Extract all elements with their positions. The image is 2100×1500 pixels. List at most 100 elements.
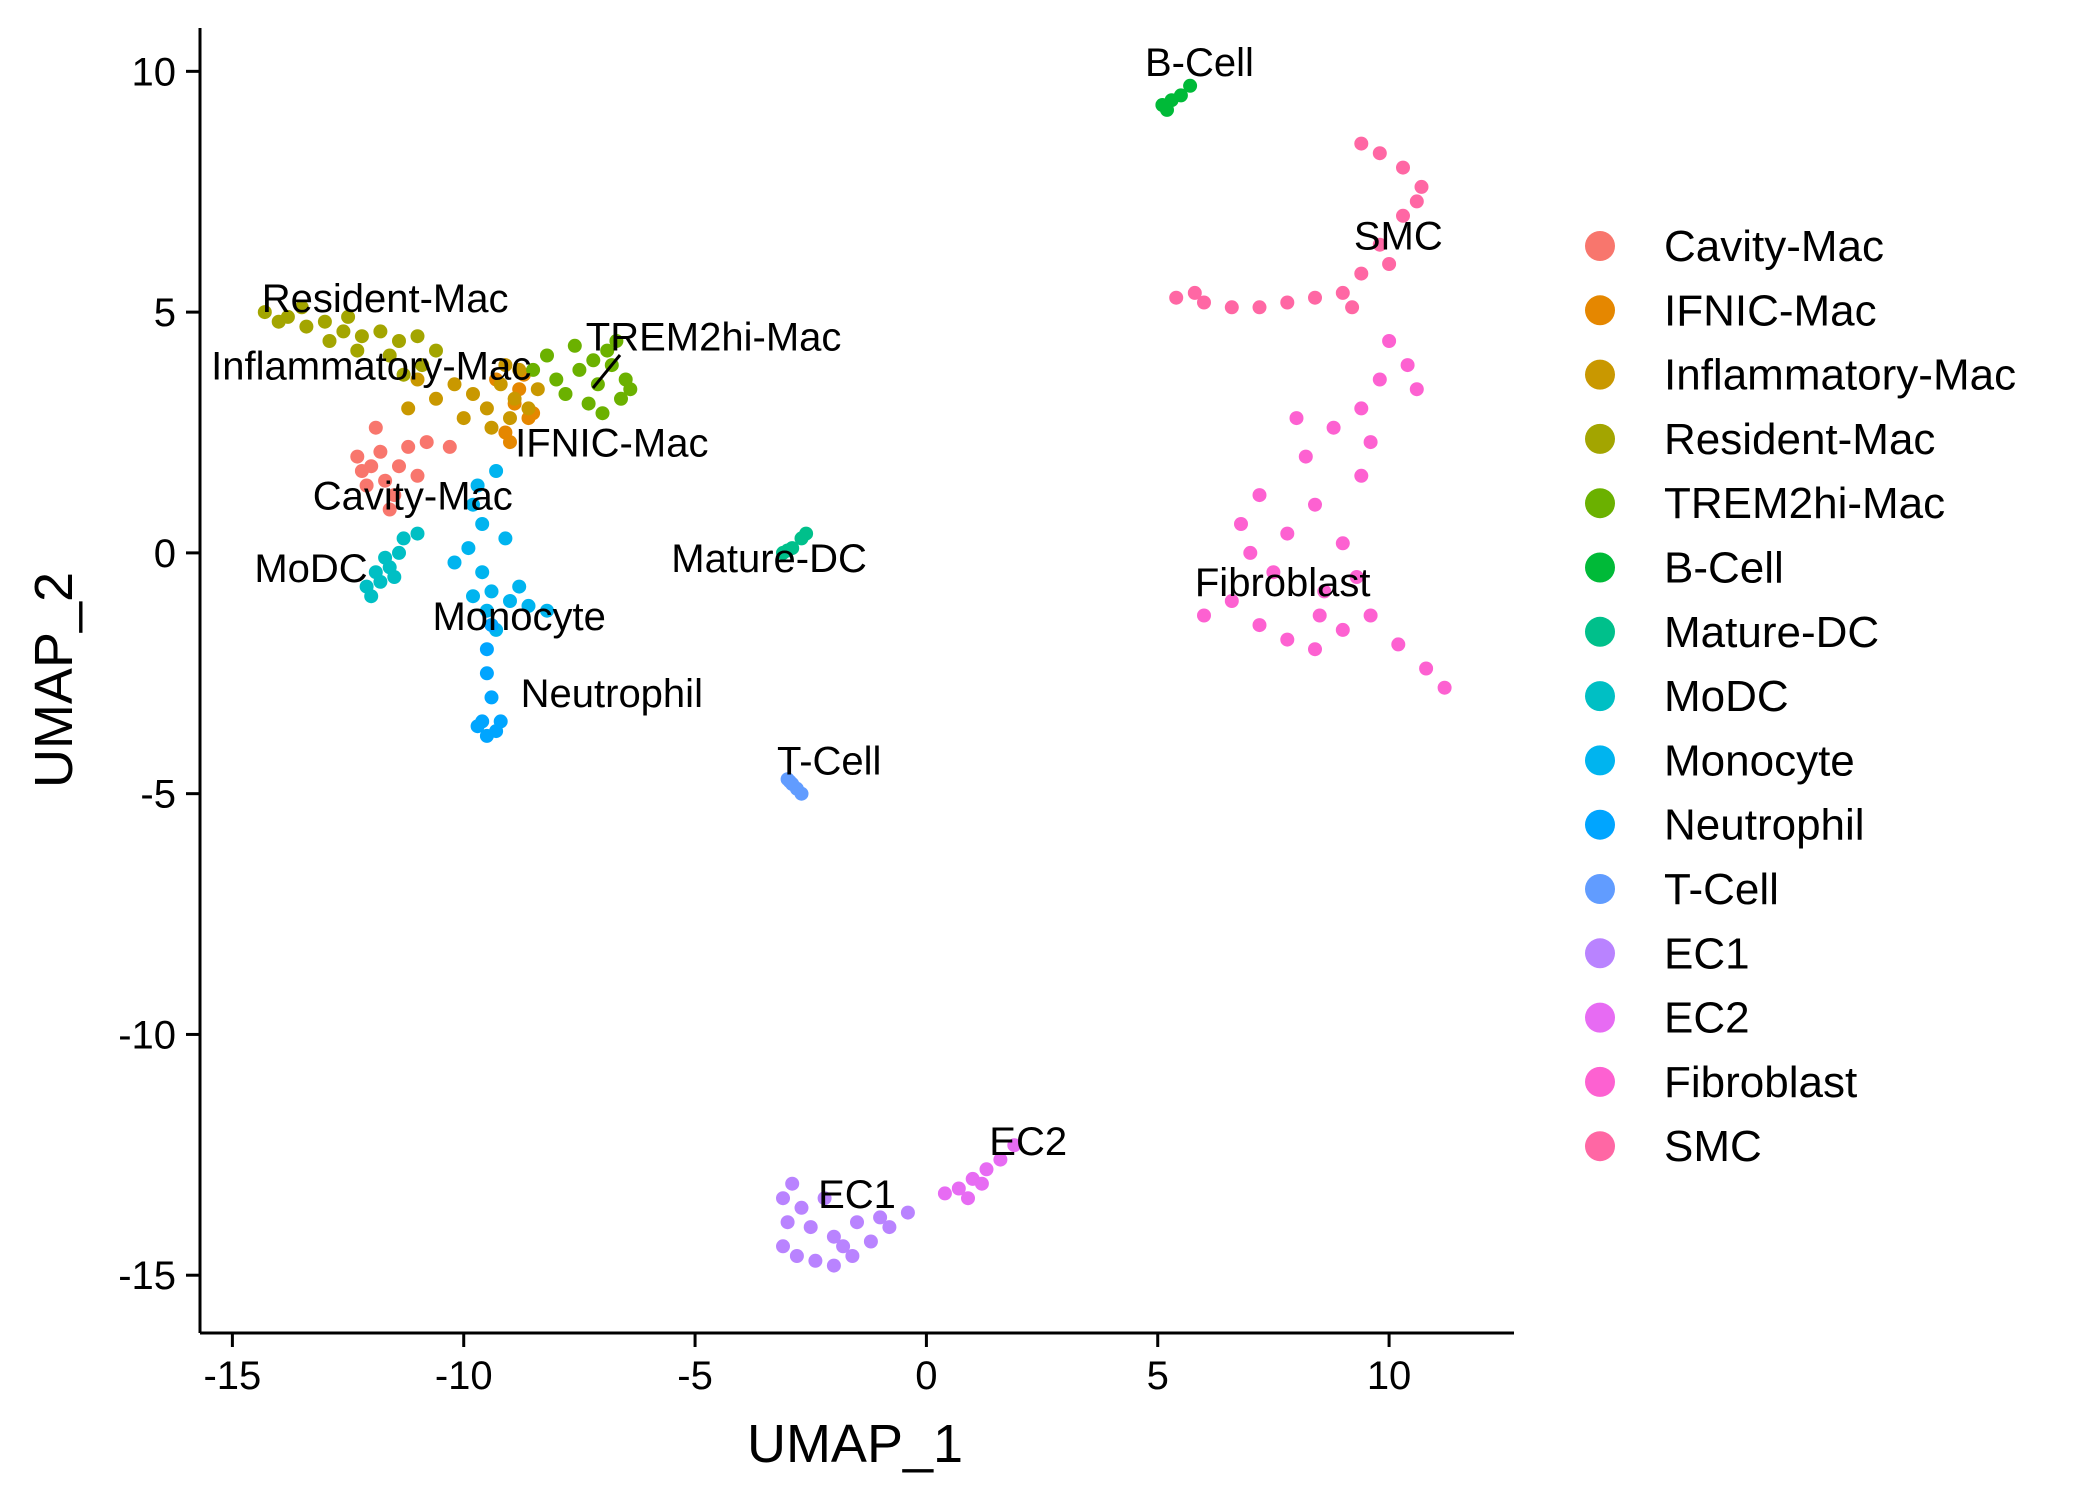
point-cavity-mac-5 [368, 420, 383, 435]
point-ec1-10 [803, 1220, 818, 1235]
point-fibroblast-12 [1280, 526, 1295, 541]
point-fibroblast-22 [1400, 358, 1415, 373]
x-tick-label: 10 [1367, 1354, 1412, 1398]
point-monocyte-8 [479, 603, 494, 618]
x-tick-label: 5 [1147, 1354, 1169, 1398]
legend: Cavity-Mac IFNIC-Mac Inflammatory-Mac Resid… [1585, 222, 2016, 1171]
point-smc-13 [1354, 136, 1369, 151]
legend-key-t-cell [1585, 874, 1615, 904]
legend-key-smc [1585, 1131, 1615, 1162]
point-cavity-mac-9 [359, 478, 374, 493]
point-resident-mac-0 [257, 305, 272, 320]
point-fibroblast-25 [1289, 411, 1304, 426]
point-inflammatory-mac-0 [493, 377, 508, 392]
y-tick-label: -15 [118, 1254, 176, 1298]
point-smc-12 [1372, 146, 1387, 161]
point-cavity-mac-4 [387, 488, 402, 503]
legend-label-ec2: EC2 [1664, 994, 1750, 1043]
point-ec2-0 [937, 1186, 952, 1201]
legend-key-modc [1585, 681, 1615, 712]
point-ec2-7 [974, 1176, 989, 1191]
point-inflammatory-mac-9 [484, 420, 499, 435]
point-inflammatory-mac-2 [521, 401, 536, 416]
point-fibroblast-20 [1354, 401, 1369, 416]
point-modc-9 [410, 526, 425, 541]
point-smc-11 [1396, 160, 1410, 175]
point-smc-15 [1345, 300, 1360, 315]
point-monocyte-15 [466, 589, 480, 604]
point-inflammatory-mac-3 [479, 401, 494, 416]
point-inflammatory-mac-6 [466, 387, 480, 401]
point-cavity-mac-11 [392, 459, 406, 474]
point-fibroblast-4 [1308, 642, 1322, 657]
legend-label-b-cell: B-Cell [1664, 544, 1784, 593]
point-fibroblast-0 [1197, 608, 1211, 623]
point-neutrophil-5 [470, 719, 485, 734]
point-fibroblast-21 [1372, 372, 1387, 387]
point-monocyte-3 [475, 565, 490, 580]
point-smc-10 [1414, 179, 1429, 194]
cluster-label-ifnic-mac: IFNIC-Mac [515, 422, 708, 466]
cluster-label-neutrophil: Neutrophil [521, 672, 703, 716]
point-monocyte-14 [447, 555, 462, 570]
legend-label-mature-dc: Mature-DC [1664, 608, 1879, 657]
point-resident-mac-3 [317, 314, 332, 329]
point-ec2-6 [961, 1191, 975, 1206]
point-neutrophil-2 [484, 690, 499, 705]
point-fibroblast-11 [1252, 488, 1267, 503]
point-inflammatory-mac-4 [530, 382, 545, 397]
point-trem2hi-mac-9 [609, 334, 624, 348]
point-monocyte-7 [540, 603, 554, 618]
point-fibroblast-24 [1354, 468, 1369, 483]
legend-key-resident-mac [1585, 423, 1615, 454]
point-inflammatory-mac-8 [429, 391, 443, 406]
point-resident-mac-7 [392, 334, 406, 348]
point-ec1-16 [785, 1176, 800, 1191]
point-trem2hi-mac-4 [600, 343, 615, 358]
cluster-label-ec2: EC2 [989, 1120, 1067, 1164]
point-smc-2 [1224, 300, 1239, 315]
point-ec1-17 [836, 1239, 851, 1254]
x-tick-label: 0 [915, 1354, 937, 1398]
point-monocyte-13 [512, 579, 527, 594]
legend-key-inflammatory-mac [1585, 359, 1615, 390]
point-fibroblast-2 [1252, 618, 1267, 633]
y-tick-label: 5 [154, 291, 176, 335]
cluster-label-mature-dc: Mature-DC [671, 537, 867, 581]
point-ec1-6 [845, 1249, 860, 1263]
point-cavity-mac-7 [419, 435, 434, 450]
point-b-cell-2 [1173, 88, 1188, 103]
point-monocyte-5 [503, 594, 517, 608]
point-fibroblast-29 [1312, 608, 1327, 623]
y-ticks: 10 5 0 -5 -10 -15 [118, 50, 200, 1298]
point-monocyte-11 [470, 478, 485, 493]
point-b-cell-4 [1160, 102, 1174, 117]
x-tick-label: -5 [677, 1354, 713, 1398]
point-resident-mac-6 [373, 324, 388, 339]
y-tick-label: 0 [154, 532, 176, 576]
x-axis-title: UMAP_1 [747, 1414, 963, 1474]
point-fibroblast-19 [1326, 420, 1341, 435]
legend-label-trem2hi-mac: TREM2hi-Mac [1664, 479, 1945, 528]
point-cavity-mac-6 [401, 439, 416, 454]
point-fibroblast-6 [1363, 608, 1378, 623]
point-resident-mac-5 [354, 329, 369, 344]
legend-label-t-cell: T-Cell [1664, 865, 1779, 914]
legend-label-ifnic-mac: IFNIC-Mac [1664, 286, 1877, 335]
point-inflammatory-mac-13 [401, 401, 416, 416]
point-fibroblast-14 [1335, 536, 1350, 551]
point-t-cell-4 [782, 774, 797, 789]
point-neutrophil-1 [479, 666, 494, 681]
point-resident-mac-16 [294, 300, 309, 315]
cluster-label-fibroblast: Fibroblast [1195, 561, 1371, 605]
point-fibroblast-8 [1419, 661, 1434, 676]
legend-key-monocyte [1585, 745, 1615, 776]
point-ec1-3 [789, 1249, 804, 1263]
point-smc-3 [1252, 300, 1267, 315]
point-smc-5 [1308, 290, 1322, 305]
point-resident-mac-17 [341, 309, 356, 324]
point-trem2hi-mac-15 [586, 353, 601, 368]
point-fibroblast-9 [1437, 680, 1452, 695]
point-t-cell-3 [794, 786, 809, 801]
